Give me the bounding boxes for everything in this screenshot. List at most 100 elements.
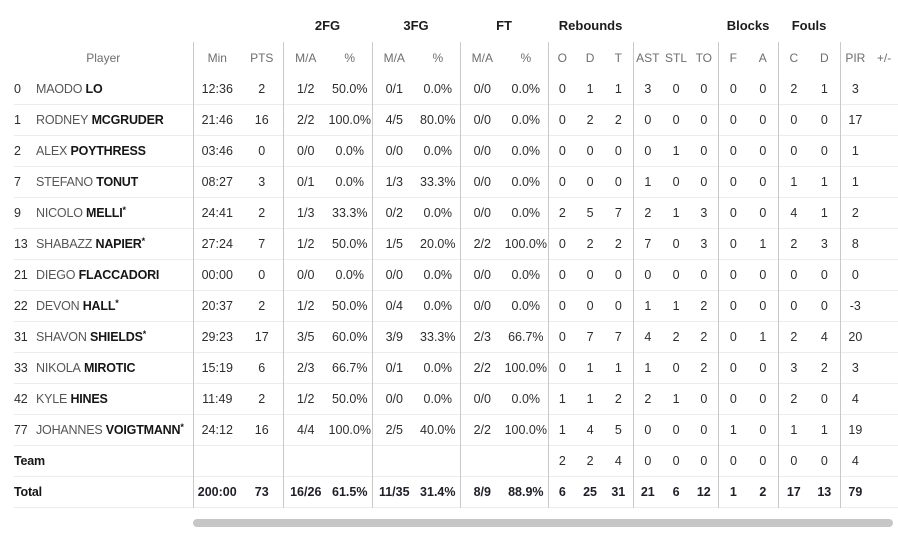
stat-2fg-ma: 1/3 (282, 197, 328, 229)
stat-to: 0 (700, 423, 708, 437)
player-first-name: JOHANNES (36, 423, 103, 437)
group-header-blank (633, 8, 718, 42)
stat-ft-pct: 0.0% (511, 299, 541, 313)
horizontal-scrollbar-thumb[interactable] (193, 519, 893, 527)
stat-pir: 79 (839, 476, 871, 508)
stat-3fg-pct: 80.0% (420, 113, 456, 127)
stat-2fg-pct: 61.5% (332, 485, 368, 499)
team-row: Team 2 2 4 0 0 0 0 0 0 0 4 (14, 445, 898, 477)
stat-reb-d: 2 (586, 113, 594, 127)
stat-to: 2 (700, 330, 708, 344)
stat-2fg-ma: 0/0 (282, 259, 328, 291)
stat-foul-c: 2 (777, 228, 810, 260)
stat-foul-c: 0 (777, 445, 810, 477)
stat-2fg-ma: 1/2 (282, 74, 328, 105)
stat-foul-c: 3 (777, 352, 810, 384)
stat-3fg-pct: 0.0% (423, 299, 453, 313)
stat-plus-minus (870, 136, 898, 167)
starter-mark: * (180, 422, 184, 432)
stat-blk-f: 0 (717, 321, 749, 353)
stat-2fg-pct: 50.0% (332, 82, 368, 96)
group-header-blank (14, 8, 283, 42)
stat-pts (241, 446, 283, 477)
column-header-blank: % (432, 51, 444, 65)
player-row: 9 NICOLO MELLI* 24:41 2 1/3 33.3% 0/2 0.0% 0/0 0.… (14, 197, 898, 229)
stat-reb-t: 7 (614, 330, 622, 344)
stat-to: 0 (700, 268, 708, 282)
stat-pir: 1 (839, 135, 871, 167)
stat-foul-c: 0 (777, 290, 810, 322)
column-header-m-a: M/A (459, 42, 505, 74)
stat-reb-t: 5 (614, 423, 622, 437)
stat-blk-f: 0 (717, 166, 749, 198)
stat-min: 24:12 (192, 414, 241, 446)
stat-3fg-ma: 0/0 (371, 383, 417, 415)
stat-foul-c: 0 (777, 135, 810, 167)
stat-3fg-ma: 11/35 (371, 476, 417, 508)
stat-3fg-pct: 20.0% (420, 237, 456, 251)
stat-ast: 1 (632, 352, 663, 384)
stat-pts: 2 (258, 299, 266, 313)
stat-blk-a: 2 (759, 485, 767, 499)
stat-plus-minus (870, 198, 898, 229)
stat-ast: 0 (632, 445, 663, 477)
player-number: 42 (14, 392, 28, 406)
stat-pts: 16 (254, 113, 269, 127)
player-first-name: STEFANO (36, 175, 93, 189)
stat-foul-d: 0 (820, 113, 828, 127)
stat-stl: 0 (672, 237, 680, 251)
stat-pts: 2 (258, 82, 266, 96)
starter-mark: * (115, 298, 119, 308)
stat-foul-d: 0 (820, 299, 828, 313)
stat-pir: 4 (839, 383, 871, 415)
total-row: Total 200:00 73 16/26 61.5% 11/35 31.4% 8/9 88.9… (14, 476, 898, 508)
starter-mark: * (141, 236, 146, 246)
stat-reb-t: 2 (614, 392, 622, 406)
stat-pir: 17 (839, 104, 871, 136)
stat-blk-a: 0 (759, 268, 767, 282)
player-last-name: FLACCADORI (78, 268, 160, 282)
stat-foul-d: 1 (820, 206, 828, 220)
stat-blk-a: 1 (759, 330, 767, 344)
player-last-name: TONUT (96, 175, 139, 189)
stat-2fg-ma: 1/2 (282, 383, 328, 415)
box-score-table: 2FG 3FG FT Rebounds Blocks Fouls Player Min PTS… (14, 8, 898, 508)
stat-blk-f: 0 (717, 290, 749, 322)
stat-blk-f: 0 (717, 74, 749, 105)
stat-reb-d: 2 (586, 454, 594, 468)
column-header-d: D (585, 51, 595, 65)
stat-stl: 0 (672, 361, 680, 375)
stat-ft-ma: 2/2 (459, 352, 505, 384)
stat-plus-minus (870, 291, 898, 322)
stat-ft-pct: 0.0% (511, 268, 541, 282)
group-header-blank (840, 8, 898, 42)
stat-blk-a: 0 (759, 423, 767, 437)
stat-3fg-ma: 4/5 (371, 104, 417, 136)
stat-foul-d: 1 (820, 82, 828, 96)
stat-foul-c: 2 (777, 74, 810, 105)
stat-2fg-ma: 3/5 (282, 321, 328, 353)
stat-to: 0 (700, 175, 708, 189)
stat-blk-a: 0 (759, 113, 767, 127)
stat-2fg-pct: 0.0% (335, 144, 365, 158)
stat-foul-d: 0 (820, 268, 828, 282)
player-number: 13 (14, 237, 28, 251)
player-row: 21 DIEGO FLACCADORI 00:00 0 0/0 0.0% 0/0 0.0% 0/… (14, 259, 898, 291)
stat-reb-t: 0 (614, 268, 622, 282)
stat-ft-ma: 0/0 (459, 74, 505, 105)
stat-stl: 1 (672, 144, 680, 158)
stat-min: 12:36 (192, 74, 241, 105)
stat-blk-f: 0 (717, 352, 749, 384)
stat-3fg-ma: 0/1 (371, 352, 417, 384)
stat-3fg-ma: 0/4 (371, 290, 417, 322)
stat-ft-ma: 0/0 (459, 290, 505, 322)
stat-reb-t: 1 (614, 361, 622, 375)
stat-plus-minus (870, 384, 898, 415)
stat-3fg-pct: 33.3% (420, 175, 456, 189)
stat-blk-f: 0 (717, 383, 749, 415)
stat-min: 20:37 (192, 290, 241, 322)
stat-ft-pct: 100.0% (504, 237, 547, 251)
column-header-pir: PIR (839, 42, 871, 74)
stat-ft-ma: 0/0 (459, 104, 505, 136)
stat-stl: 0 (672, 175, 680, 189)
